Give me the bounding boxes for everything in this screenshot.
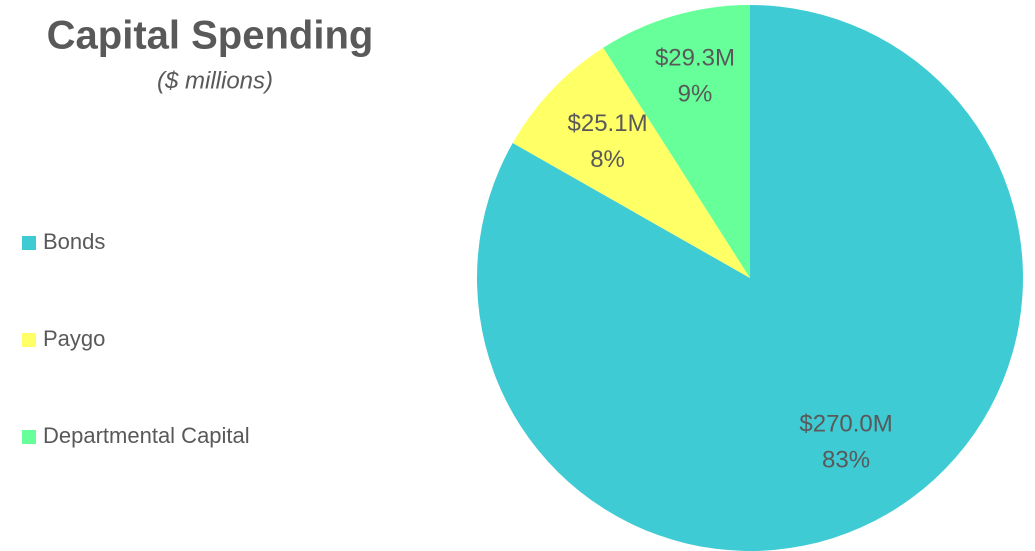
chart-subtitle: ($ millions) (157, 67, 273, 94)
legend-label: Bonds (43, 229, 105, 254)
legend-swatch (22, 430, 36, 444)
legend-swatch (22, 333, 36, 347)
percent-label: 8% (590, 146, 625, 173)
value-label: $25.1M (568, 110, 648, 137)
percent-label: 9% (678, 81, 713, 108)
value-label: $270.0M (799, 411, 892, 438)
pie-slice (603, 5, 750, 278)
chart-title: Capital Spending (47, 14, 374, 58)
value-label: $29.3M (655, 45, 735, 72)
percent-label: 83% (822, 447, 870, 474)
pie-slice (512, 47, 750, 278)
legend-label: Paygo (43, 326, 105, 351)
legend-swatch (22, 236, 36, 250)
legend-label: Departmental Capital (43, 423, 250, 448)
